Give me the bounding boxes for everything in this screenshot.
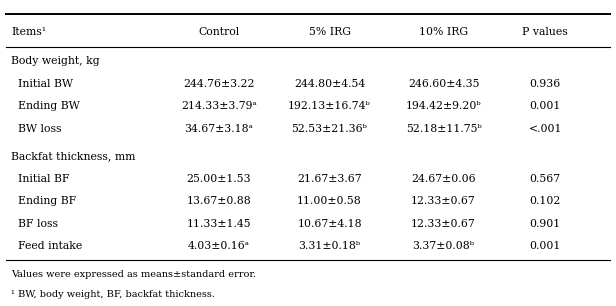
Text: Ending BF: Ending BF xyxy=(11,196,76,206)
Text: 194.42±9.20ᵇ: 194.42±9.20ᵇ xyxy=(406,101,481,111)
Text: 5% IRG: 5% IRG xyxy=(309,27,351,37)
Text: Feed intake: Feed intake xyxy=(11,241,83,252)
Text: 0.102: 0.102 xyxy=(530,196,561,206)
Text: 3.31±0.18ᵇ: 3.31±0.18ᵇ xyxy=(299,241,360,252)
Text: 4.03±0.16ᵃ: 4.03±0.16ᵃ xyxy=(188,241,249,252)
Text: 11.33±1.45: 11.33±1.45 xyxy=(187,219,251,229)
Text: Items¹: Items¹ xyxy=(11,27,46,37)
Text: Initial BW: Initial BW xyxy=(11,79,73,89)
Text: 10.67±4.18: 10.67±4.18 xyxy=(298,219,362,229)
Text: 12.33±0.67: 12.33±0.67 xyxy=(411,219,476,229)
Text: 12.33±0.67: 12.33±0.67 xyxy=(411,196,476,206)
Text: ¹ BW, body weight, BF, backfat thickness.: ¹ BW, body weight, BF, backfat thickness… xyxy=(11,290,215,299)
Text: BW loss: BW loss xyxy=(11,124,62,134)
Text: Control: Control xyxy=(198,27,239,37)
Text: Initial BF: Initial BF xyxy=(11,174,70,184)
Text: 11.00±0.58: 11.00±0.58 xyxy=(297,196,362,206)
Text: 13.67±0.88: 13.67±0.88 xyxy=(186,196,251,206)
Text: P values: P values xyxy=(522,27,568,37)
Text: 0.936: 0.936 xyxy=(530,79,561,89)
Text: Body weight, kg: Body weight, kg xyxy=(11,56,100,66)
Text: <.001: <.001 xyxy=(529,124,562,134)
Text: 25.00±1.53: 25.00±1.53 xyxy=(187,174,251,184)
Text: 21.67±3.67: 21.67±3.67 xyxy=(298,174,362,184)
Text: 192.13±16.74ᵇ: 192.13±16.74ᵇ xyxy=(288,101,371,111)
Text: 24.67±0.06: 24.67±0.06 xyxy=(411,174,476,184)
Text: 246.60±4.35: 246.60±4.35 xyxy=(408,79,479,89)
Text: 0.901: 0.901 xyxy=(530,219,561,229)
Text: 0.001: 0.001 xyxy=(530,241,561,252)
Text: 52.18±11.75ᵇ: 52.18±11.75ᵇ xyxy=(406,124,481,134)
Text: 0.567: 0.567 xyxy=(530,174,561,184)
Text: 214.33±3.79ᵃ: 214.33±3.79ᵃ xyxy=(181,101,256,111)
Text: Backfat thickness, mm: Backfat thickness, mm xyxy=(11,151,136,161)
Text: 34.67±3.18ᵃ: 34.67±3.18ᵃ xyxy=(184,124,253,134)
Text: Values were expressed as means±standard error.: Values were expressed as means±standard … xyxy=(11,271,256,279)
Text: 0.001: 0.001 xyxy=(530,101,561,111)
Text: Ending BW: Ending BW xyxy=(11,101,80,111)
Text: 244.80±4.54: 244.80±4.54 xyxy=(294,79,365,89)
Text: 10% IRG: 10% IRG xyxy=(419,27,468,37)
Text: 52.53±21.36ᵇ: 52.53±21.36ᵇ xyxy=(291,124,368,134)
Text: 3.37±0.08ᵇ: 3.37±0.08ᵇ xyxy=(413,241,474,252)
Text: BF loss: BF loss xyxy=(11,219,58,229)
Text: 244.76±3.22: 244.76±3.22 xyxy=(183,79,254,89)
